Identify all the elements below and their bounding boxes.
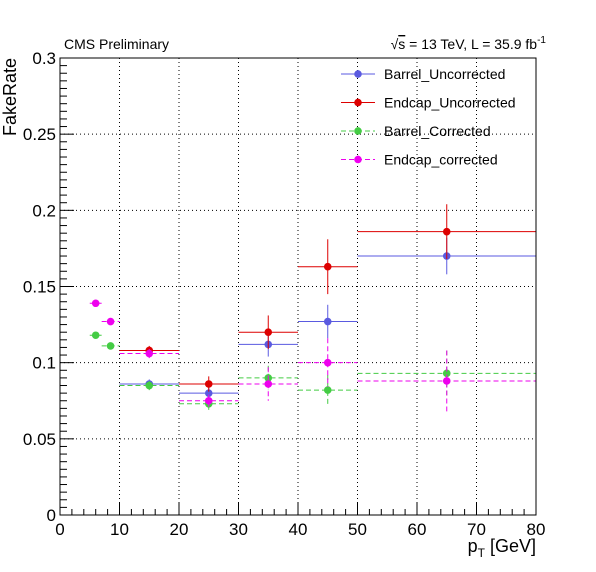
legend-marker (354, 155, 362, 164)
data-point (204, 380, 213, 388)
data-point (106, 317, 115, 326)
y-tick-label: 0.25 (23, 125, 56, 144)
data-point (323, 317, 332, 326)
legend-marker (354, 127, 362, 135)
data-point (264, 328, 273, 337)
grid-lines (60, 58, 536, 515)
x-tick-label: 30 (229, 520, 248, 539)
legend-label: Endcap_corrected (384, 152, 498, 168)
y-tick-label: 0.15 (23, 278, 56, 297)
sqrt-symbol: √ (391, 36, 399, 52)
data-point (323, 386, 332, 394)
data-point (442, 227, 451, 236)
data-point (323, 262, 332, 271)
data-point (145, 381, 154, 390)
y-tick-label: 0.3 (32, 49, 56, 68)
x-tick-label: 70 (467, 520, 486, 539)
y-tick-label: 0.2 (32, 201, 56, 220)
sqrt-s: s (398, 36, 405, 52)
data-series (89, 204, 536, 412)
x-axis-label-subscript: T (478, 546, 486, 560)
y-tick-label: 0 (47, 506, 56, 525)
energy-lumi-text: = 13 TeV, L = 35.9 fb (405, 36, 537, 52)
data-point (323, 358, 332, 367)
data-point (91, 331, 100, 340)
data-point (204, 396, 213, 405)
legend-label: Endcap_Uncorrected (384, 95, 516, 111)
x-axis-label-main: p (468, 536, 478, 556)
x-tick-label: 50 (348, 520, 367, 539)
data-point (106, 342, 115, 350)
legend-marker (354, 70, 362, 78)
data-point (264, 380, 273, 388)
data-point (145, 349, 154, 358)
data-point (91, 299, 100, 308)
legend-label: Barrel_Corrected (384, 123, 491, 139)
x-tick-label: 20 (170, 520, 189, 539)
x-tick-label: 10 (110, 520, 129, 539)
y-tick-label: 0.05 (23, 430, 56, 449)
x-tick-label: 60 (408, 520, 427, 539)
data-point (204, 389, 213, 397)
y-axis-label: FakeRate (0, 58, 20, 136)
header-right: √s = 13 TeV, L = 35.9 fb-1 (391, 35, 547, 52)
data-point (442, 369, 451, 378)
legend-label: Barrel_Uncorrected (384, 66, 505, 82)
plot-frame (59, 57, 537, 516)
data-point (442, 377, 451, 385)
x-tick-label: 40 (289, 520, 308, 539)
legend-marker (354, 98, 362, 107)
x-tick-label: 0 (55, 520, 64, 539)
header-left: CMS Preliminary (64, 36, 169, 52)
x-axis-label: pT [GeV] (468, 536, 536, 560)
legend: Barrel_Uncorrected Endcap_Uncorrected Barr… (341, 66, 516, 168)
y-tick-label: 0.1 (32, 354, 56, 373)
x-axis-label-unit: [GeV] (485, 536, 536, 556)
lumi-exponent: -1 (537, 35, 546, 46)
series-endcap-corrected (89, 299, 536, 412)
x-tick-label: 80 (527, 520, 546, 539)
series-endcap-uncorrected (119, 204, 536, 392)
tick-labels: 0 10 20 30 40 50 60 70 80 0 0.05 0.1 0.15 0.2 0.25 0.3 (23, 49, 546, 539)
